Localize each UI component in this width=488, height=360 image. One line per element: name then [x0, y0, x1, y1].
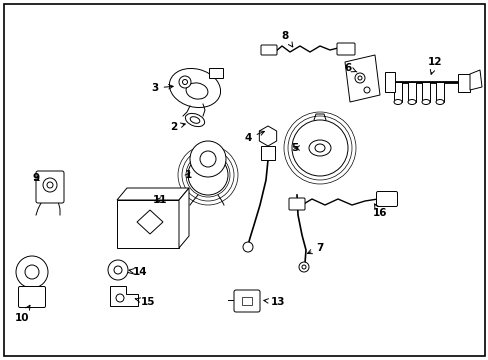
Bar	[393, 82, 401, 102]
Ellipse shape	[308, 140, 330, 156]
Bar	[208, 68, 223, 78]
Circle shape	[108, 260, 128, 280]
Bar	[384, 72, 394, 92]
Ellipse shape	[407, 99, 415, 104]
Circle shape	[43, 178, 57, 192]
FancyBboxPatch shape	[261, 45, 276, 55]
FancyBboxPatch shape	[336, 43, 354, 55]
FancyBboxPatch shape	[234, 290, 260, 312]
Circle shape	[47, 182, 53, 188]
Text: 8: 8	[281, 31, 292, 47]
Polygon shape	[110, 286, 138, 306]
Circle shape	[354, 73, 364, 83]
FancyBboxPatch shape	[288, 198, 305, 210]
Bar	[261, 146, 274, 160]
Circle shape	[182, 80, 187, 85]
Circle shape	[302, 265, 305, 269]
Text: 7: 7	[307, 243, 323, 254]
FancyBboxPatch shape	[36, 171, 64, 203]
Circle shape	[357, 76, 361, 80]
Bar	[117, 200, 179, 248]
FancyBboxPatch shape	[376, 192, 397, 207]
Polygon shape	[179, 188, 189, 248]
Bar	[435, 82, 443, 102]
Text: 2: 2	[170, 122, 185, 132]
Ellipse shape	[190, 117, 200, 123]
Circle shape	[179, 76, 191, 88]
Text: 12: 12	[427, 57, 441, 74]
FancyBboxPatch shape	[19, 287, 45, 307]
Circle shape	[25, 265, 39, 279]
Text: 4: 4	[244, 131, 264, 143]
Text: 5: 5	[291, 143, 299, 153]
Ellipse shape	[435, 99, 443, 104]
Text: 16: 16	[372, 204, 386, 218]
Ellipse shape	[169, 68, 220, 108]
Polygon shape	[137, 210, 163, 234]
Bar	[457, 74, 469, 92]
Text: 11: 11	[152, 195, 167, 205]
Text: 15: 15	[135, 297, 155, 307]
Ellipse shape	[393, 99, 401, 104]
Circle shape	[363, 87, 369, 93]
Text: 1: 1	[184, 170, 191, 180]
Circle shape	[298, 262, 308, 272]
Circle shape	[291, 120, 347, 176]
Ellipse shape	[186, 83, 207, 99]
Bar	[421, 82, 429, 102]
Circle shape	[16, 256, 48, 288]
Text: 10: 10	[15, 305, 30, 323]
Text: 14: 14	[129, 267, 147, 277]
Circle shape	[190, 141, 225, 177]
Circle shape	[243, 242, 252, 252]
Text: 3: 3	[151, 83, 173, 93]
Bar	[407, 82, 415, 102]
Polygon shape	[117, 188, 189, 200]
Text: 13: 13	[264, 297, 285, 307]
Polygon shape	[469, 70, 481, 90]
Ellipse shape	[185, 113, 204, 127]
Circle shape	[187, 155, 227, 195]
Circle shape	[200, 151, 216, 167]
Circle shape	[116, 294, 124, 302]
Bar	[242, 297, 251, 305]
Ellipse shape	[421, 99, 429, 104]
Text: 6: 6	[344, 63, 356, 73]
Text: 9: 9	[32, 173, 40, 183]
Ellipse shape	[314, 144, 325, 152]
Polygon shape	[345, 55, 379, 102]
Circle shape	[114, 266, 122, 274]
